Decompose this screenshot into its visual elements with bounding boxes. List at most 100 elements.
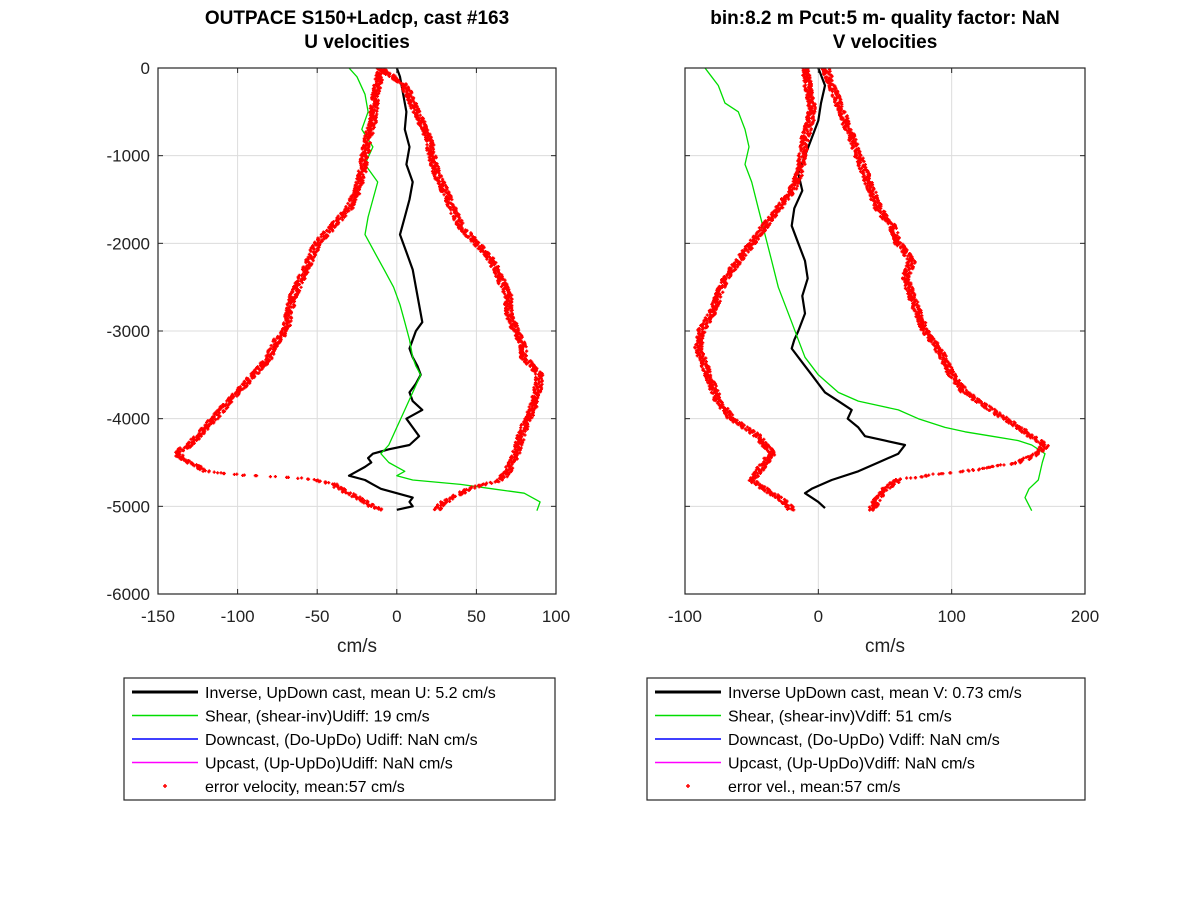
- error-marker: [528, 364, 532, 368]
- error-marker: [516, 340, 521, 344]
- error-marker: [194, 463, 199, 467]
- error-marker: [451, 497, 455, 501]
- error-marker: [540, 379, 544, 383]
- error-marker: [804, 68, 808, 70]
- error-marker: [410, 91, 414, 95]
- error-marker: [893, 224, 898, 229]
- error-marker: [749, 247, 753, 252]
- error-marker: [917, 324, 922, 329]
- error-marker: [510, 297, 514, 301]
- error-marker: [375, 94, 380, 98]
- error-marker: [746, 428, 750, 432]
- error-marker: [956, 384, 960, 389]
- error-marker: [539, 387, 543, 392]
- error-marker: [384, 72, 388, 76]
- error-marker: [759, 233, 763, 238]
- error-marker: [861, 164, 865, 169]
- error-marker: [379, 508, 383, 512]
- error-marker: [830, 94, 834, 98]
- error-marker: [872, 203, 876, 207]
- error-marker: [835, 96, 839, 100]
- error-marker: [701, 336, 705, 340]
- error-marker: [281, 322, 286, 326]
- error-marker: [331, 229, 335, 233]
- error-marker: [897, 236, 901, 240]
- error-marker: [473, 244, 478, 248]
- error-marker: [754, 482, 758, 487]
- error-marker: [868, 508, 872, 512]
- error-marker: [441, 190, 445, 194]
- error-marker: [182, 446, 186, 450]
- error-marker: [196, 466, 200, 471]
- error-marker: [748, 431, 752, 435]
- legend-entry-2: Shear, (shear-inv)Udiff: 19 cm/s: [205, 709, 430, 726]
- error-marker: [698, 358, 702, 362]
- error-marker: [881, 494, 885, 498]
- error-marker: [878, 210, 883, 214]
- y-tick-label: -3000: [107, 322, 150, 341]
- error-marker: [350, 494, 354, 499]
- error-marker: [853, 134, 857, 138]
- error-marker: [289, 319, 293, 323]
- error-marker: [366, 137, 370, 142]
- error-marker: [480, 482, 485, 487]
- error-marker: [924, 321, 928, 325]
- error-marker: [523, 429, 527, 433]
- legend-entry-3: Downcast, (Do-UpDo) Udiff: NaN cm/s: [205, 732, 478, 749]
- error-marker: [836, 108, 840, 112]
- error-marker: [726, 410, 730, 415]
- error-marker: [463, 491, 467, 495]
- error-marker: [854, 137, 858, 142]
- error-marker: [299, 476, 304, 480]
- error-marker: [695, 354, 699, 358]
- error-marker: [708, 320, 712, 324]
- error-marker: [750, 243, 754, 247]
- error-marker: [198, 467, 202, 472]
- error-marker: [760, 444, 764, 448]
- legend-v: Inverse UpDown cast, mean V: 0.73 cm/sSh…: [646, 677, 1086, 801]
- error-marker: [830, 78, 834, 83]
- error-marker: [235, 472, 239, 476]
- error-marker: [740, 426, 744, 430]
- error-marker: [453, 211, 457, 215]
- error-marker: [1028, 436, 1033, 440]
- error-marker: [520, 441, 525, 445]
- error-marker: [762, 489, 767, 493]
- error-marker: [538, 390, 543, 394]
- error-marker: [312, 255, 316, 259]
- error-marker: [763, 458, 768, 462]
- error-marker: [803, 131, 807, 135]
- error-marker: [364, 170, 368, 174]
- error-marker: [849, 142, 853, 146]
- error-marker: [762, 437, 766, 441]
- error-marker: [800, 134, 804, 138]
- error-marker: [813, 107, 817, 111]
- error-marker: [756, 237, 760, 241]
- x-axis-label-v: cm/s: [865, 636, 905, 657]
- error-marker: [874, 190, 878, 194]
- error-marker: [199, 434, 203, 438]
- error-marker: [411, 99, 415, 103]
- error-marker: [970, 397, 974, 402]
- error-marker: [905, 476, 909, 480]
- error-marker: [458, 493, 462, 497]
- error-marker: [523, 433, 527, 437]
- error-marker: [286, 303, 290, 307]
- error-marker: [369, 504, 373, 508]
- error-marker: [896, 480, 901, 485]
- error-marker: [273, 474, 278, 479]
- error-marker: [703, 330, 707, 334]
- error-marker: [377, 82, 381, 87]
- error-marker: [937, 472, 941, 476]
- error-marker: [225, 399, 229, 403]
- error-marker: [796, 159, 800, 163]
- error-marker: [745, 248, 749, 252]
- error-marker: [714, 384, 718, 388]
- error-marker: [508, 321, 512, 325]
- error-marker: [719, 295, 723, 299]
- error-marker: [223, 404, 227, 408]
- error-marker: [746, 245, 750, 249]
- error-marker: [510, 293, 514, 297]
- error-marker: [747, 478, 751, 483]
- ticks-u: -150 -100 -50 0 50 1000-1000-2000-3000-4000-5…: [107, 59, 571, 626]
